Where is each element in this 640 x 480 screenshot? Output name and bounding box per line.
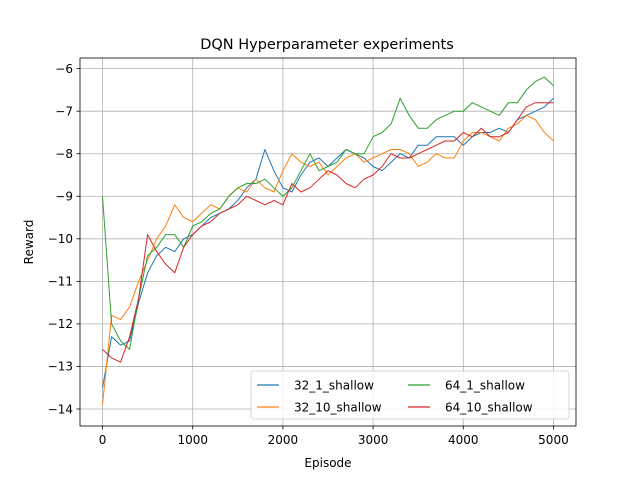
x-axis-label: Episode (304, 456, 351, 470)
x-tick-label: 5000 (538, 433, 569, 447)
y-tick-label: −9 (55, 190, 73, 204)
y-tick-label: −14 (48, 402, 73, 416)
series-line-64_10_shallow (102, 102, 554, 363)
grid-lines (80, 58, 576, 426)
series-line-32_10_shallow (102, 114, 554, 405)
series-layer (102, 76, 554, 405)
y-tick-label: −7 (55, 104, 73, 118)
y-tick-label: −11 (48, 275, 73, 289)
legend-label: 64_10_shallow (445, 400, 533, 414)
y-tick-label: −13 (48, 360, 73, 374)
legend-label: 32_1_shallow (294, 378, 374, 392)
legend-label: 32_10_shallow (294, 400, 382, 414)
x-tick-label: 0 (99, 433, 107, 447)
axis-ticks: 0 1000 2000 3000 4000 5000 −14 −13 −12 −11 −10 −9 −8… (48, 62, 569, 447)
legend: 32_1_shallow 32_10_shallow 64_1_shallow 64_… (250, 370, 570, 420)
legend-box (250, 370, 570, 420)
x-tick-label: 4000 (448, 433, 479, 447)
chart-title: DQN Hyperparameter experiments (200, 37, 454, 53)
y-tick-label: −8 (55, 147, 73, 161)
x-tick-label: 1000 (177, 433, 208, 447)
plot-area-frame (79, 57, 577, 427)
y-tick-label: −6 (55, 62, 73, 76)
legend-label: 64_1_shallow (445, 378, 525, 392)
series-line-64_1_shallow (102, 76, 554, 350)
y-axis-label: Reward (22, 220, 36, 265)
x-tick-label: 3000 (358, 433, 389, 447)
y-tick-label: −12 (48, 317, 73, 331)
y-tick-label: −10 (48, 232, 73, 246)
x-tick-label: 2000 (268, 433, 299, 447)
